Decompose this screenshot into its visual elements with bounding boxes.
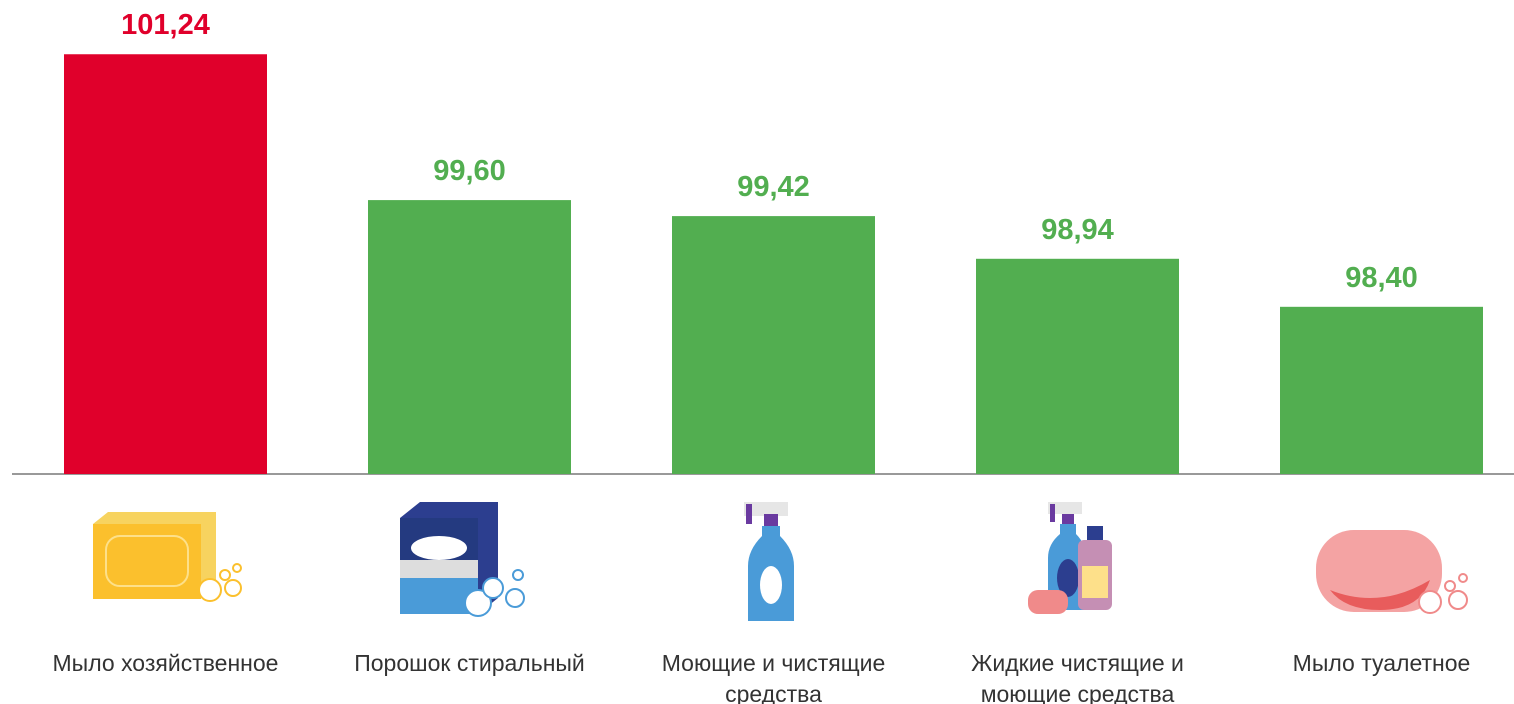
bar bbox=[368, 200, 571, 474]
icon-spray bbox=[744, 502, 794, 621]
value-label: 98,94 bbox=[1041, 214, 1114, 246]
value-label: 99,42 bbox=[737, 171, 810, 203]
category-label: Моющие и чистящие средства bbox=[661, 650, 886, 704]
value-label: 99,60 bbox=[433, 155, 506, 187]
value-label: 98,40 bbox=[1345, 262, 1418, 294]
icon-soap bbox=[93, 512, 242, 602]
bar bbox=[64, 54, 267, 475]
icons bbox=[93, 502, 1468, 621]
bar bbox=[1280, 306, 1483, 474]
bar bbox=[672, 216, 875, 474]
category-label: Жидкие чистящие и моющие средства bbox=[971, 650, 1184, 704]
category-label: Мыло туалетное bbox=[1292, 650, 1471, 676]
category-label: Мыло хозяйственное bbox=[52, 650, 279, 676]
category-label: Порошок стиральный bbox=[354, 650, 585, 676]
icon-liquids bbox=[1028, 502, 1112, 614]
value-label: 101,24 bbox=[121, 9, 210, 41]
bar bbox=[976, 258, 1179, 474]
icon-powder bbox=[400, 502, 525, 617]
icon-toilet-soap bbox=[1316, 530, 1468, 614]
